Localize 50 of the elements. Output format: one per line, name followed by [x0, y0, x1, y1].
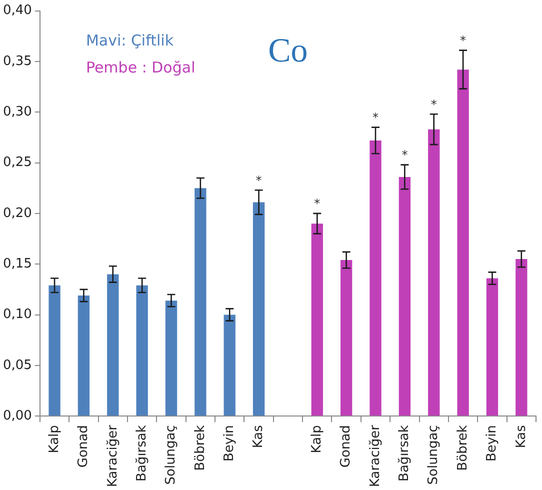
data-label: * [430, 97, 437, 112]
bar [398, 176, 411, 416]
y-tick-label: 0,15 [2, 256, 32, 272]
y-tick-label: 0,00 [2, 408, 32, 424]
bar [194, 188, 206, 416]
x-tick-label: Kalp [46, 425, 62, 454]
x-tick-label: Kas [514, 424, 529, 448]
y-tick-label: 0,40 [2, 3, 32, 18]
x-tick-label: Kalp [310, 425, 325, 454]
y-tick-label: 0,35 [2, 54, 32, 69]
bar [457, 70, 469, 416]
x-tick-label: Karaciğer [105, 424, 120, 488]
bar [340, 260, 352, 416]
data-label: * [314, 196, 320, 211]
bar [48, 285, 60, 416]
data-label: * [256, 173, 262, 188]
bar [224, 314, 236, 416]
bar [78, 296, 90, 416]
x-tick-label: Bağırsak [397, 424, 412, 482]
text: Mavi: Çiftlik [86, 32, 174, 50]
x-tick-label: Solungaç [164, 425, 179, 485]
bar [136, 285, 148, 416]
x-tick-label: Böbrek [455, 424, 470, 471]
y-tick-label: 0,20 [2, 206, 32, 221]
text: Pembe : Doğal [86, 58, 196, 77]
x-tick-label: Solungaç [426, 425, 442, 485]
data-label: * [460, 33, 466, 48]
data-label: * [372, 110, 379, 124]
y-tick-label: 0,25 [2, 155, 32, 170]
bar [516, 259, 528, 416]
y-tick-label: 0,10 [2, 307, 32, 322]
y-tick-label: 0,30 [2, 104, 32, 120]
x-tick-label: Bağırsak [134, 424, 150, 482]
bar [370, 140, 382, 416]
x-tick-label: Kas [251, 424, 266, 448]
text: Co [268, 32, 308, 70]
x-tick-label: Karaciğer [368, 424, 383, 488]
x-tick-label: Beyin [222, 425, 237, 462]
data-label: * [402, 148, 408, 162]
x-tick-label: Gonad [338, 425, 354, 468]
bar [486, 278, 498, 416]
bar [107, 274, 119, 416]
x-tick-label: Beyin [484, 425, 500, 462]
x-tick-label: Böbrek [192, 424, 208, 471]
bar [252, 202, 265, 416]
x-tick-label: Gonad [76, 425, 92, 468]
y-tick-label: 0,05 [2, 358, 32, 373]
bar [165, 300, 178, 416]
bar [311, 224, 323, 416]
bar [428, 129, 440, 416]
